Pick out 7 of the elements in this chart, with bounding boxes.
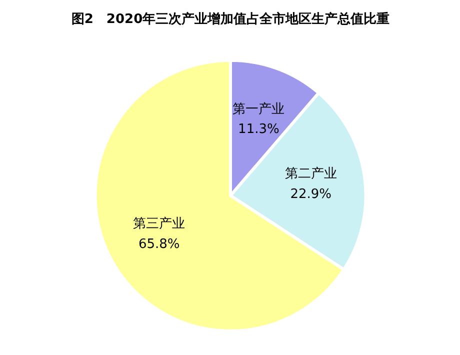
slice-label: 第三产业	[133, 216, 186, 232]
slice-label: 第二产业	[284, 166, 337, 182]
slice-label: 第一产业	[232, 102, 285, 117]
data-label: 11.3%	[238, 122, 280, 138]
data-label: 22.9%	[290, 186, 332, 202]
data-label: 65.8%	[138, 236, 180, 252]
chart-title: 图2 2020年三次产业增加值占全市地区生产总值比重	[71, 10, 390, 27]
